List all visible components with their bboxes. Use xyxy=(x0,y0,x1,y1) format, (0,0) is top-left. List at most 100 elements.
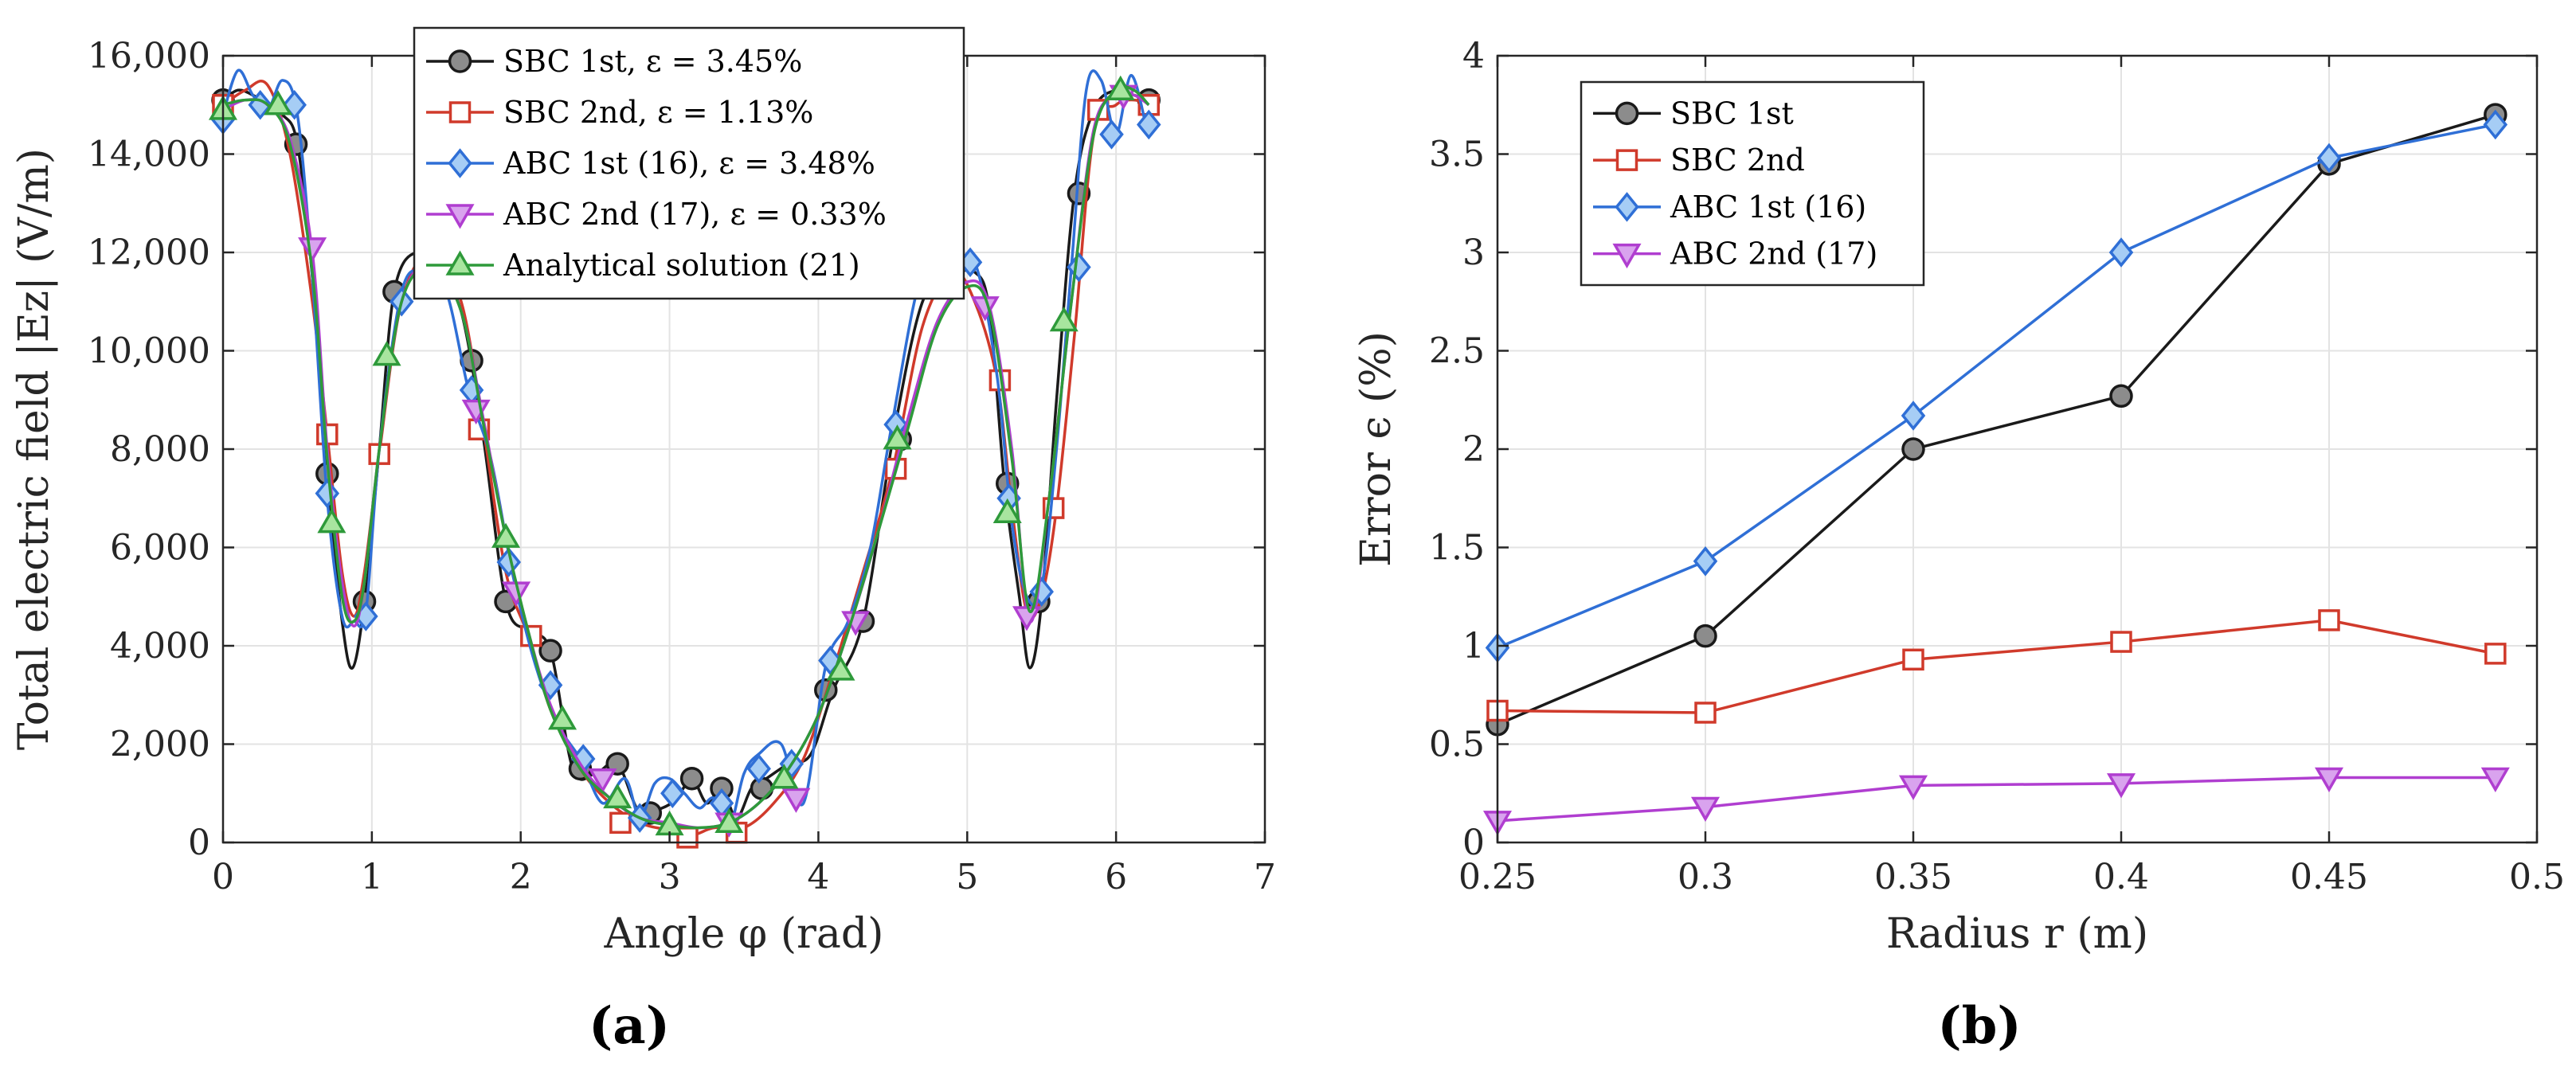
x-tick-label: 0.35 xyxy=(1874,857,1952,897)
data-point xyxy=(769,764,799,789)
data-point xyxy=(746,753,771,784)
x-tick-label: 0 xyxy=(212,857,234,897)
legend-entry: ABC 2nd (17), ε = 0.33% xyxy=(503,197,887,232)
y-tick-label: 16,000 xyxy=(88,36,210,76)
data-point xyxy=(2110,631,2132,653)
data-point xyxy=(781,788,811,813)
data-point xyxy=(1049,306,1079,332)
y-tick-label: 4 xyxy=(1462,36,1485,76)
data-point xyxy=(588,768,617,794)
x-tick-label: 2 xyxy=(510,857,532,897)
data-point xyxy=(609,811,632,835)
data-point xyxy=(1690,796,1721,823)
data-point xyxy=(2106,773,2136,799)
legend-entry: SBC 1st, ε = 3.45% xyxy=(503,44,802,79)
x-tick-label: 0.25 xyxy=(1458,857,1537,897)
legend-marker xyxy=(1615,149,1638,171)
data-point xyxy=(491,522,521,548)
data-point xyxy=(548,705,577,730)
data-point xyxy=(264,90,293,115)
data-point xyxy=(750,776,774,800)
y-tick-label: 12,000 xyxy=(88,233,210,273)
ticks: 0.25 0.3 0.35 0.4 0.45 0.5 0 0.5 1 1.5 2 2.5 3 3.5 4 xyxy=(1429,36,2565,897)
data-point xyxy=(1693,546,1718,577)
y-tick-label: 1 xyxy=(1462,626,1485,666)
data-point xyxy=(1136,109,1161,140)
data-point xyxy=(676,827,699,849)
y-tick-label: 0.5 xyxy=(1429,725,1485,765)
legend-entry: ABC 2nd (17) xyxy=(1670,236,1877,272)
series-markers-3 xyxy=(1482,767,2510,836)
y-tick-label: 2,000 xyxy=(110,725,210,765)
y-tick-label: 4,000 xyxy=(110,626,210,666)
x-tick-label: 6 xyxy=(1105,857,1127,897)
legend-marker xyxy=(1615,101,1639,126)
y-tick-label: 3.5 xyxy=(1429,135,1485,175)
legend-entry: SBC 1st xyxy=(1670,96,1794,131)
x-tick-label: 4 xyxy=(807,857,829,897)
ticks: 0 1 2 3 4 5 6 7 0 2,000 4,000 6,000 8,000 10,000 12,00… xyxy=(88,36,1276,897)
data-point xyxy=(1898,775,1928,800)
data-point xyxy=(2108,237,2134,268)
y-tick-label: 10,000 xyxy=(88,331,210,372)
panel-label: (a) xyxy=(589,996,670,1056)
data-point xyxy=(1694,702,1717,724)
data-point xyxy=(317,508,346,534)
y-tick-label: 0 xyxy=(1462,823,1485,863)
legend-entry: ABC 1st (16) xyxy=(1670,190,1866,225)
legend-marker xyxy=(445,250,475,276)
series-line-0 xyxy=(1497,113,2496,726)
y-tick-label: 2 xyxy=(1462,429,1485,470)
data-point xyxy=(2483,109,2508,140)
legend-entry: SBC 2nd xyxy=(1670,143,1805,178)
y-axis-label: Total electric field |Ez| (V/m) xyxy=(10,148,58,750)
x-tick-label: 5 xyxy=(956,857,978,897)
data-point xyxy=(603,783,632,809)
data-point xyxy=(538,639,562,663)
legend-marker xyxy=(448,101,472,123)
x-tick-label: 0.4 xyxy=(2093,857,2149,897)
legend: SBC 1st, ε = 3.45% SBC 2nd, ε = 1.13% ABC … xyxy=(413,26,965,300)
y-tick-label: 6,000 xyxy=(110,528,210,569)
data-point xyxy=(992,498,1022,524)
data-point xyxy=(2480,767,2510,792)
x-tick-label: 1 xyxy=(361,857,383,897)
data-point xyxy=(1693,624,1717,648)
series-markers-1 xyxy=(1486,609,2507,724)
data-point xyxy=(1106,75,1135,100)
legend-entry: ABC 1st (16), ε = 3.48% xyxy=(503,146,875,181)
x-tick-label: 7 xyxy=(1254,857,1276,897)
data-point xyxy=(1901,401,1926,431)
data-point xyxy=(2109,384,2133,408)
data-point xyxy=(1901,437,1925,461)
y-axis-label: Error ϵ (%) xyxy=(1353,331,1400,567)
legend-marker xyxy=(1615,192,1639,222)
series-line-2 xyxy=(221,68,1148,830)
series-line-1 xyxy=(1497,619,2496,714)
data-point xyxy=(883,424,912,450)
y-tick-label: 8,000 xyxy=(110,429,210,470)
legend-marker xyxy=(1612,243,1642,269)
data-point xyxy=(2314,767,2344,792)
chart-panel-a: 0 1 2 3 4 5 6 7 0 2,000 4,000 6,000 8,000 10,000 12,00… xyxy=(10,26,1276,1056)
y-tick-label: 3 xyxy=(1462,233,1485,273)
data-point xyxy=(714,807,744,834)
legend-box xyxy=(413,26,965,300)
data-point xyxy=(2318,609,2340,631)
y-tick-label: 14,000 xyxy=(88,135,210,175)
x-tick-label: 0.45 xyxy=(2290,857,2368,897)
data-point xyxy=(660,778,685,809)
panel-label: (b) xyxy=(1937,996,2021,1056)
data-point xyxy=(2484,643,2507,665)
data-point xyxy=(372,341,401,366)
x-tick-label: 0.3 xyxy=(1678,857,1733,897)
legend-marker xyxy=(445,204,475,229)
x-tick-label: 0.5 xyxy=(2509,857,2565,897)
data-point xyxy=(1902,648,1924,671)
x-axis-label: Angle φ (rad) xyxy=(604,910,884,958)
x-axis-label: Radius r (m) xyxy=(1886,910,2148,958)
data-point xyxy=(679,766,704,791)
data-point xyxy=(1099,119,1124,150)
data-point xyxy=(2316,143,2342,174)
